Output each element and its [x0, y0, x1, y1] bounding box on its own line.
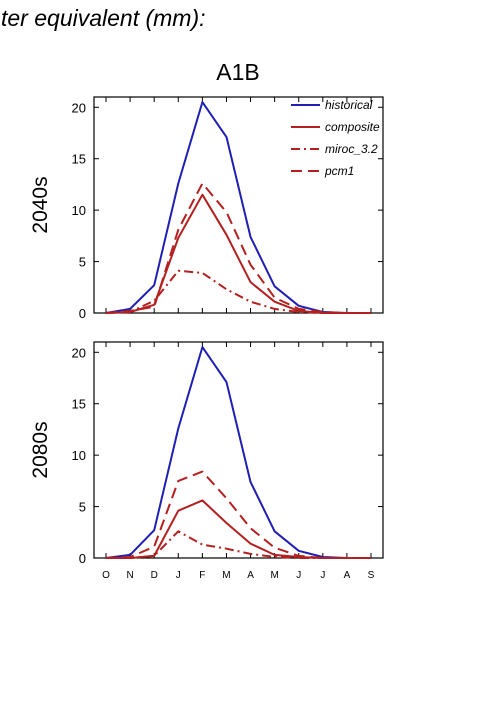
figure-heading: ter equivalent (mm): — [1, 5, 206, 31]
series-line-historical — [105, 346, 371, 559]
series-line-miroc_3.2 — [106, 530, 371, 559]
legend-label: historical — [325, 98, 373, 112]
x-tick-label: J — [320, 570, 325, 581]
x-tick-label: O — [102, 570, 110, 581]
x-tick-label: F — [199, 570, 205, 581]
y-tick-label: 15 — [72, 152, 86, 167]
y-tick-label: 5 — [79, 255, 86, 270]
legend-label: pcm1 — [324, 164, 354, 178]
x-tick-label: J — [176, 570, 181, 581]
series-line-pcm1 — [105, 470, 371, 559]
x-tick-label: D — [151, 570, 158, 581]
scenario-title: A1B — [216, 59, 259, 85]
y-tick-label: 10 — [72, 203, 86, 218]
legend: historical composite miroc_3.2 pcm1 — [291, 98, 380, 178]
y-tick-label: 0 — [79, 551, 86, 566]
panel-2080s: 0 5 10 15 20 O N D J F M A M J J A S 2080s — [29, 341, 384, 581]
x-tick-label: S — [368, 570, 375, 581]
y-tick-label: 20 — [72, 345, 86, 360]
y-axis-label: 2040s — [29, 176, 52, 233]
plot-frame — [93, 341, 384, 559]
x-tick-label: J — [296, 570, 301, 581]
y-axis-label: 2080s — [29, 421, 52, 478]
y-tick-label: 5 — [79, 500, 86, 515]
x-tick-label: M — [270, 570, 278, 581]
series-line-miroc_3.2 — [105, 269, 371, 314]
x-tick-label: M — [222, 570, 230, 581]
legend-label: miroc_3.2 — [325, 142, 378, 156]
panel-2040s: 0 5 10 15 20 2040s — [29, 96, 384, 321]
chart-panels: 0 5 10 15 20 2040s 0 5 10 15 20 O N D J F M A M J J A S 2080s — [29, 96, 384, 581]
x-tick-label: A — [247, 570, 254, 581]
plot-frame — [93, 96, 384, 314]
x-tick-label: A — [344, 570, 351, 581]
x-tick-label: N — [126, 570, 133, 581]
y-tick-label: 15 — [72, 397, 86, 412]
series-line-pcm1 — [105, 182, 371, 314]
y-tick-label: 10 — [72, 448, 86, 463]
y-tick-label: 0 — [79, 306, 86, 321]
legend-label: composite — [325, 120, 380, 134]
y-tick-label: 20 — [72, 100, 86, 115]
